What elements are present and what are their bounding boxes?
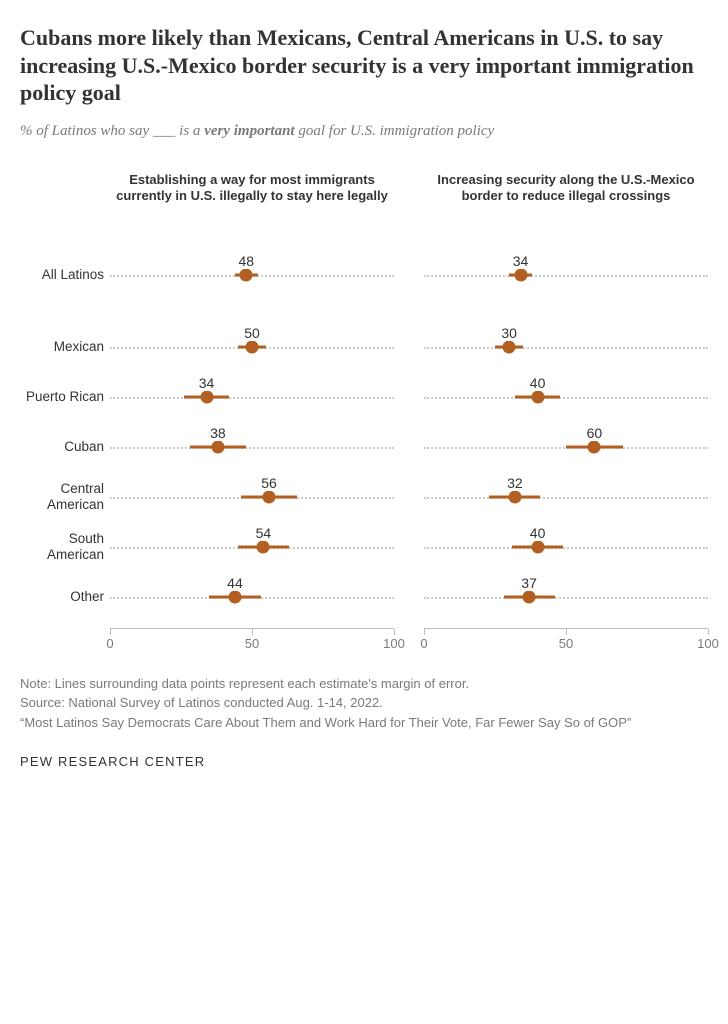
data-row: 40 xyxy=(424,372,708,422)
axis-label: 50 xyxy=(559,636,573,651)
dotted-line xyxy=(424,397,708,399)
value-label: 30 xyxy=(499,325,519,341)
data-dot xyxy=(211,440,224,453)
row-label: Cuban xyxy=(20,422,110,472)
chart-panel: Increasing security along the U.S.-Mexic… xyxy=(424,172,708,654)
value-label: 44 xyxy=(225,575,245,591)
data-row: 34 xyxy=(110,372,394,422)
dotted-line xyxy=(424,547,708,549)
data-dot xyxy=(531,540,544,553)
data-dot xyxy=(257,540,270,553)
data-rows: 34 30 40 60 32 40 37 xyxy=(424,250,708,622)
data-row: 37 xyxy=(424,572,708,622)
axis-tick xyxy=(566,629,567,635)
data-dot xyxy=(246,340,259,353)
value-label: 38 xyxy=(208,425,228,441)
data-row: 40 xyxy=(424,522,708,572)
data-row: 34 xyxy=(424,250,708,300)
data-dot xyxy=(200,390,213,403)
row-label: Mexican xyxy=(20,322,110,372)
chart-subtitle: % of Latinos who say ___ is a very impor… xyxy=(20,121,708,142)
value-label: 60 xyxy=(585,425,605,441)
subtitle-pre: % of Latinos who say ___ is a xyxy=(20,123,204,139)
value-label: 34 xyxy=(511,253,531,269)
data-row: 56 xyxy=(110,472,394,522)
chart-notes: Note: Lines surrounding data points repr… xyxy=(20,674,708,733)
row-spacer xyxy=(424,300,708,322)
value-label: 50 xyxy=(242,325,262,341)
value-label: 40 xyxy=(528,375,548,391)
note-line: Note: Lines surrounding data points repr… xyxy=(20,674,708,694)
data-dot xyxy=(514,268,527,281)
axis-tick xyxy=(424,629,425,635)
data-dot xyxy=(508,490,521,503)
dotted-line xyxy=(110,447,394,449)
subtitle-bold: very important xyxy=(204,123,294,139)
axis-tick xyxy=(252,629,253,635)
value-label: 32 xyxy=(505,475,525,491)
dotted-line xyxy=(424,597,708,599)
value-label: 48 xyxy=(237,253,257,269)
axis-label: 100 xyxy=(383,636,405,651)
subtitle-post: goal for U.S. immigration policy xyxy=(295,123,495,139)
brand-footer: PEW RESEARCH CENTER xyxy=(20,754,708,769)
value-label: 37 xyxy=(519,575,539,591)
data-row: 30 xyxy=(424,322,708,372)
panel-header: Establishing a way for most immigrants c… xyxy=(110,172,394,250)
value-label: 34 xyxy=(197,375,217,391)
panels-container: Establishing a way for most immigrants c… xyxy=(110,172,708,654)
data-row: 44 xyxy=(110,572,394,622)
source-line: Source: National Survey of Latinos condu… xyxy=(20,693,708,713)
report-line: “Most Latinos Say Democrats Care About T… xyxy=(20,713,708,733)
data-dot xyxy=(588,440,601,453)
x-axis: 050100 xyxy=(424,628,708,654)
axis-tick xyxy=(394,629,395,635)
row-label: Central American xyxy=(20,472,110,522)
chart-panel: Establishing a way for most immigrants c… xyxy=(110,172,394,654)
data-row: 48 xyxy=(110,250,394,300)
row-label: Other xyxy=(20,572,110,622)
axis-label: 50 xyxy=(245,636,259,651)
data-row: 32 xyxy=(424,472,708,522)
data-row: 54 xyxy=(110,522,394,572)
row-labels-column: All Latinos MexicanPuerto RicanCubanCentr… xyxy=(20,172,110,654)
axis-label: 0 xyxy=(106,636,113,651)
row-label: South American xyxy=(20,522,110,572)
row-label: All Latinos xyxy=(20,250,110,300)
axis-tick xyxy=(110,629,111,635)
data-row: 50 xyxy=(110,322,394,372)
data-dot xyxy=(228,590,241,603)
chart-title: Cubans more likely than Mexicans, Centra… xyxy=(20,24,708,107)
dotted-line xyxy=(424,497,708,499)
data-dot xyxy=(531,390,544,403)
axis-label: 100 xyxy=(697,636,719,651)
panel-header: Increasing security along the U.S.-Mexic… xyxy=(424,172,708,250)
dotted-line xyxy=(424,347,708,349)
row-spacer xyxy=(110,300,394,322)
data-dot xyxy=(240,268,253,281)
axis-tick xyxy=(708,629,709,635)
row-spacer xyxy=(20,300,110,322)
data-row: 60 xyxy=(424,422,708,472)
dotted-line xyxy=(110,397,394,399)
data-dot xyxy=(503,340,516,353)
value-label: 54 xyxy=(254,525,274,541)
value-label: 56 xyxy=(259,475,279,491)
data-rows: 48 50 34 38 56 54 44 xyxy=(110,250,394,622)
value-label: 40 xyxy=(528,525,548,541)
axis-label: 0 xyxy=(420,636,427,651)
row-label: Puerto Rican xyxy=(20,372,110,422)
chart-area: All Latinos MexicanPuerto RicanCubanCentr… xyxy=(20,172,708,654)
data-dot xyxy=(263,490,276,503)
data-dot xyxy=(523,590,536,603)
x-axis: 050100 xyxy=(110,628,394,654)
dotted-line xyxy=(424,275,708,277)
data-row: 38 xyxy=(110,422,394,472)
